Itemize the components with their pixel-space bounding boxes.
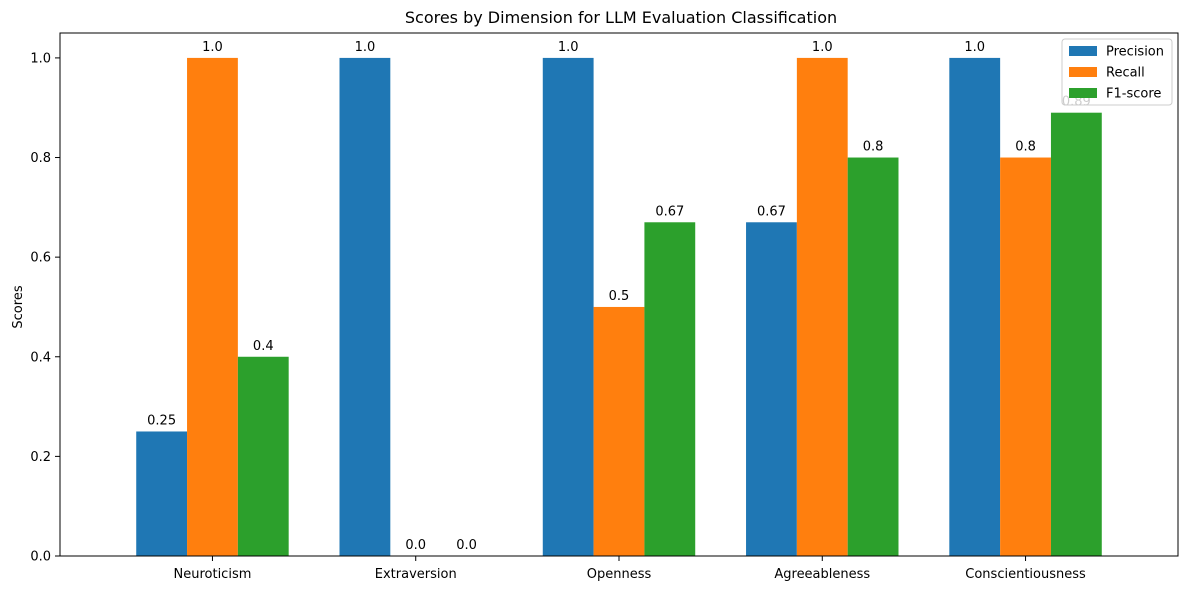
legend-swatch (1069, 46, 1097, 56)
legend-label: Precision (1106, 45, 1164, 60)
legend: Precision Recall F1-score (1061, 38, 1173, 106)
bar-precision-neuroticism (136, 431, 188, 556)
y-tick-label: 0.6 (30, 251, 51, 266)
x-tick-label: Openness (587, 567, 652, 582)
x-tick-label: Conscientiousness (965, 567, 1086, 582)
x-axis: Neuroticism Extraversion Openness Agreeable… (174, 556, 1086, 582)
data-label: 1.0 (558, 40, 579, 55)
x-tick-label: Agreeableness (774, 567, 870, 582)
legend-swatch (1069, 88, 1097, 98)
data-label: 1.0 (202, 40, 223, 55)
bar-precision-openness (542, 57, 594, 557)
data-label: 0.8 (863, 140, 884, 155)
data-label: 0.5 (609, 289, 630, 304)
y-tick-label: 0.8 (30, 151, 51, 166)
legend-swatch (1069, 67, 1097, 77)
bar-recall-openness (593, 306, 645, 556)
data-labels-group: 0.25 1.0 1.0 0.67 1.0 1.0 0.0 0.5 1.0 0.8 0.4 0.0 0.… (147, 40, 1091, 553)
bar-precision-agreeableness (746, 222, 797, 556)
bar-f1-score-agreeableness (847, 157, 899, 556)
data-label: 1.0 (355, 40, 376, 55)
legend-label: Recall (1106, 66, 1145, 81)
data-label: 0.4 (253, 339, 274, 354)
data-label: 0.8 (1015, 140, 1036, 155)
x-tick-label: Neuroticism (174, 567, 252, 582)
bar-f1-score-conscientiousness (1050, 112, 1102, 556)
y-tick-label: 0.0 (30, 550, 51, 565)
data-label: 1.0 (812, 40, 833, 55)
bar-precision-conscientiousness (949, 57, 1001, 557)
bars-group (136, 57, 1102, 557)
legend-label: F1-score (1106, 87, 1161, 102)
data-label: 0.67 (655, 204, 684, 219)
bar-precision-extraversion (339, 57, 391, 557)
chart-title: Scores by Dimension for LLM Evaluation C… (405, 8, 837, 27)
bar-f1-score-openness (644, 222, 696, 556)
data-label: 0.0 (405, 538, 426, 553)
bar-recall-conscientiousness (1000, 157, 1051, 556)
bar-f1-score-neuroticism (237, 356, 289, 556)
data-label: 0.25 (147, 413, 176, 428)
y-axis-title: Scores (11, 285, 26, 328)
y-tick-label: 0.4 (30, 350, 51, 365)
data-label: 1.0 (964, 40, 985, 55)
y-tick-label: 1.0 (30, 51, 51, 66)
data-label: 0.0 (456, 538, 477, 553)
data-label: 0.67 (757, 204, 786, 219)
x-tick-label: Extraversion (375, 567, 457, 582)
bar-recall-neuroticism (187, 57, 238, 557)
y-tick-label: 0.2 (30, 450, 51, 465)
y-axis: 0.0 0.2 0.4 0.6 0.8 1.0 (30, 51, 60, 565)
bar-recall-agreeableness (796, 57, 848, 557)
